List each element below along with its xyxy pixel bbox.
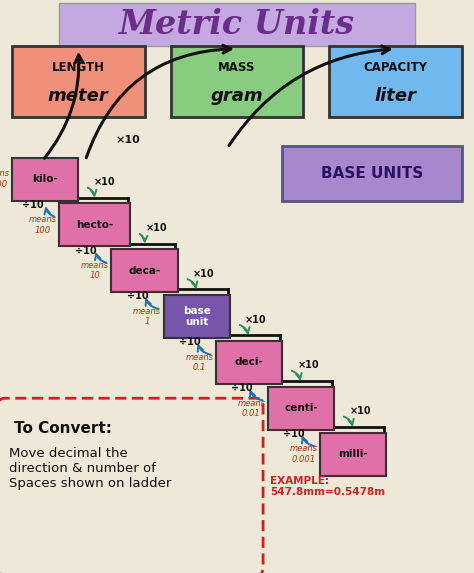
FancyBboxPatch shape [329,46,462,117]
Text: means
1: means 1 [133,307,161,326]
Text: means
100: means 100 [29,215,57,234]
Text: deci-: deci- [235,358,263,367]
Text: ÷10: ÷10 [127,292,148,301]
Text: Metric Units: Metric Units [119,8,355,41]
FancyBboxPatch shape [12,46,145,117]
FancyBboxPatch shape [216,341,282,384]
FancyBboxPatch shape [320,433,386,476]
FancyBboxPatch shape [282,146,462,201]
FancyBboxPatch shape [111,249,178,292]
Text: ×10: ×10 [349,406,371,416]
Text: means
0.1: means 0.1 [185,353,213,372]
Text: LENGTH: LENGTH [52,61,105,74]
Text: BASE UNITS: BASE UNITS [321,166,423,181]
Text: base
unit: base unit [183,306,210,327]
FancyBboxPatch shape [12,158,78,201]
FancyBboxPatch shape [164,295,230,338]
FancyBboxPatch shape [171,46,303,117]
FancyBboxPatch shape [59,203,130,246]
Text: ×10: ×10 [297,360,319,370]
Text: To Convert:: To Convert: [14,421,112,436]
FancyBboxPatch shape [0,398,263,573]
Text: milli-: milli- [338,449,368,459]
Text: ×10: ×10 [193,269,215,278]
FancyBboxPatch shape [268,387,334,430]
Text: ×10: ×10 [146,223,167,233]
Text: meter: meter [48,87,109,105]
Text: kilo-: kilo- [32,174,58,184]
Text: means
0.01: means 0.01 [237,399,265,418]
FancyBboxPatch shape [59,3,415,46]
Text: means
0.001: means 0.001 [290,445,318,464]
Text: ÷10: ÷10 [283,429,305,439]
Text: ÷10: ÷10 [74,246,96,256]
Text: CAPACITY: CAPACITY [364,61,428,74]
Text: ×10: ×10 [93,177,115,187]
Text: means
10: means 10 [81,261,109,280]
Text: ÷10: ÷10 [231,383,253,393]
Text: MASS: MASS [219,61,255,74]
Text: gram: gram [210,87,264,105]
Text: ÷10: ÷10 [22,200,44,210]
Text: means
1,000: means 1,000 [0,170,9,189]
Text: Move decimal the
direction & number of
Spaces shown on ladder: Move decimal the direction & number of S… [9,447,172,490]
Text: liter: liter [375,87,417,105]
Text: ×10: ×10 [245,315,267,324]
Text: centi-: centi- [284,403,318,413]
Text: ×10: ×10 [116,135,140,146]
Text: EXAMPLE:
547.8mm=0.5478m: EXAMPLE: 547.8mm=0.5478m [270,476,385,497]
Text: ÷10: ÷10 [179,337,201,347]
Text: deca-: deca- [128,266,161,276]
Text: hecto-: hecto- [76,220,113,230]
